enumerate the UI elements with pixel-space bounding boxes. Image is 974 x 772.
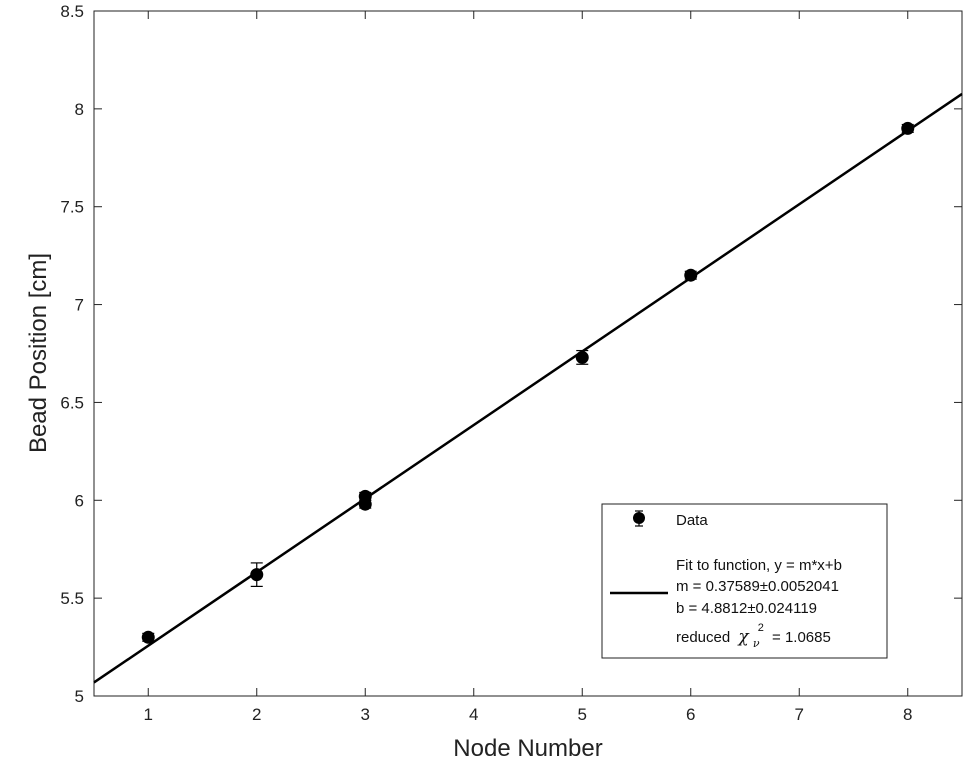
- y-tick-label: 5.5: [60, 589, 84, 608]
- x-tick-label: 3: [361, 705, 370, 724]
- legend-data-marker: [633, 510, 645, 527]
- data-marker: [250, 568, 264, 582]
- data-point: [141, 630, 155, 644]
- legend-data-label: Data: [676, 512, 708, 529]
- x-tick-label: 7: [795, 705, 804, 724]
- legend-chi-sub: ν: [753, 637, 760, 650]
- data-point: [901, 121, 915, 135]
- y-tick-label: 5: [75, 687, 84, 706]
- y-tick-label: 7.5: [60, 198, 84, 217]
- data-point: [358, 497, 372, 511]
- x-tick-label: 5: [578, 705, 587, 724]
- data-marker: [575, 350, 589, 364]
- y-tick-label: 6.5: [60, 393, 84, 412]
- x-axis-label: Node Number: [453, 735, 602, 762]
- legend-box: [601, 503, 888, 659]
- legend-chi-prefix: reduced: [676, 629, 730, 646]
- legend-chi-value: = 1.0685: [772, 629, 831, 646]
- legend-chi-sup: 2: [758, 622, 764, 634]
- y-tick-label: 8: [75, 100, 84, 119]
- data-marker: [901, 121, 915, 135]
- y-tick-label: 7: [75, 296, 84, 315]
- y-axis-label: Bead Position [cm]: [25, 253, 52, 453]
- legend-chi-symbol: χ: [737, 627, 750, 647]
- legend: Data Fit to function, y = m*x+b m = 0.37…: [601, 503, 888, 659]
- data-points: [141, 121, 915, 644]
- data-point: [684, 268, 698, 282]
- legend-fit-line-1: Fit to function, y = m*x+b: [676, 557, 842, 574]
- fit-line: [93, 92, 963, 684]
- x-tick-label: 2: [252, 705, 261, 724]
- x-tick-label: 6: [686, 705, 695, 724]
- x-tick-label: 4: [469, 705, 478, 724]
- fit-line-group: [93, 92, 963, 684]
- legend-fit-line-2: m = 0.37589±0.0052041: [676, 578, 839, 595]
- data-point: [250, 562, 264, 588]
- y-tick-label: 8.5: [60, 2, 84, 21]
- legend-chi-line: reduced χ ν 2 = 1.0685: [676, 618, 831, 651]
- axis-ticks: 1 2 3 4 5 6 7 8 5 5.5 6 6.5 7 7.5 8 8.5: [60, 2, 962, 724]
- x-tick-label: 8: [903, 705, 912, 724]
- data-marker: [684, 268, 698, 282]
- y-tick-label: 6: [75, 491, 84, 510]
- x-tick-label: 1: [144, 705, 153, 724]
- legend-fit-line-3: b = 4.8812±0.024119: [676, 600, 817, 617]
- data-marker: [358, 497, 372, 511]
- data-point: [575, 349, 589, 365]
- data-marker: [141, 630, 155, 644]
